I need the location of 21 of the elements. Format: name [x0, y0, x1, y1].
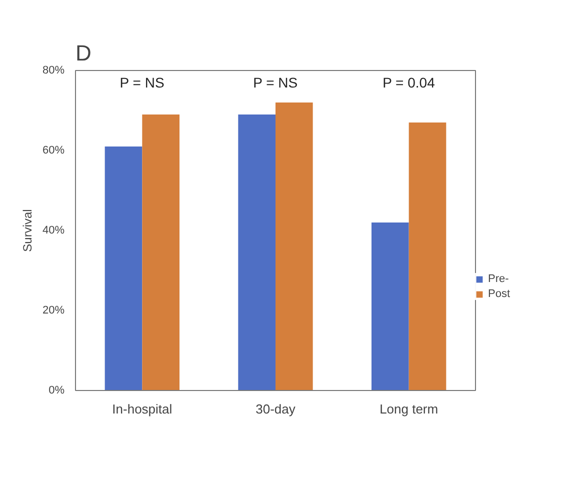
bar: [238, 114, 276, 390]
y-tick-label: 20%: [42, 304, 65, 316]
bar: [276, 102, 313, 390]
x-tick-label: In-hospital: [112, 402, 172, 416]
y-tick-label: 0%: [48, 384, 65, 396]
bar: [372, 222, 409, 390]
y-axis-title: Survival: [20, 209, 34, 252]
annotation: P = 0.04: [382, 74, 436, 90]
chart-title: D: [76, 40, 92, 66]
bar: [104, 146, 142, 390]
bar: [408, 122, 446, 390]
y-tick-label: 40%: [42, 224, 65, 236]
legend-label: Pre-: [488, 273, 509, 285]
annotation: P = NS: [253, 74, 298, 90]
bar: [142, 114, 180, 390]
y-tick-label: 80%: [42, 64, 65, 76]
legend-label: Post: [488, 288, 510, 300]
x-tick-label: 30-day: [256, 402, 296, 416]
annotation: P = NS: [120, 74, 164, 90]
y-tick-label: 60%: [42, 144, 65, 156]
x-tick-label: Long term: [380, 402, 438, 416]
